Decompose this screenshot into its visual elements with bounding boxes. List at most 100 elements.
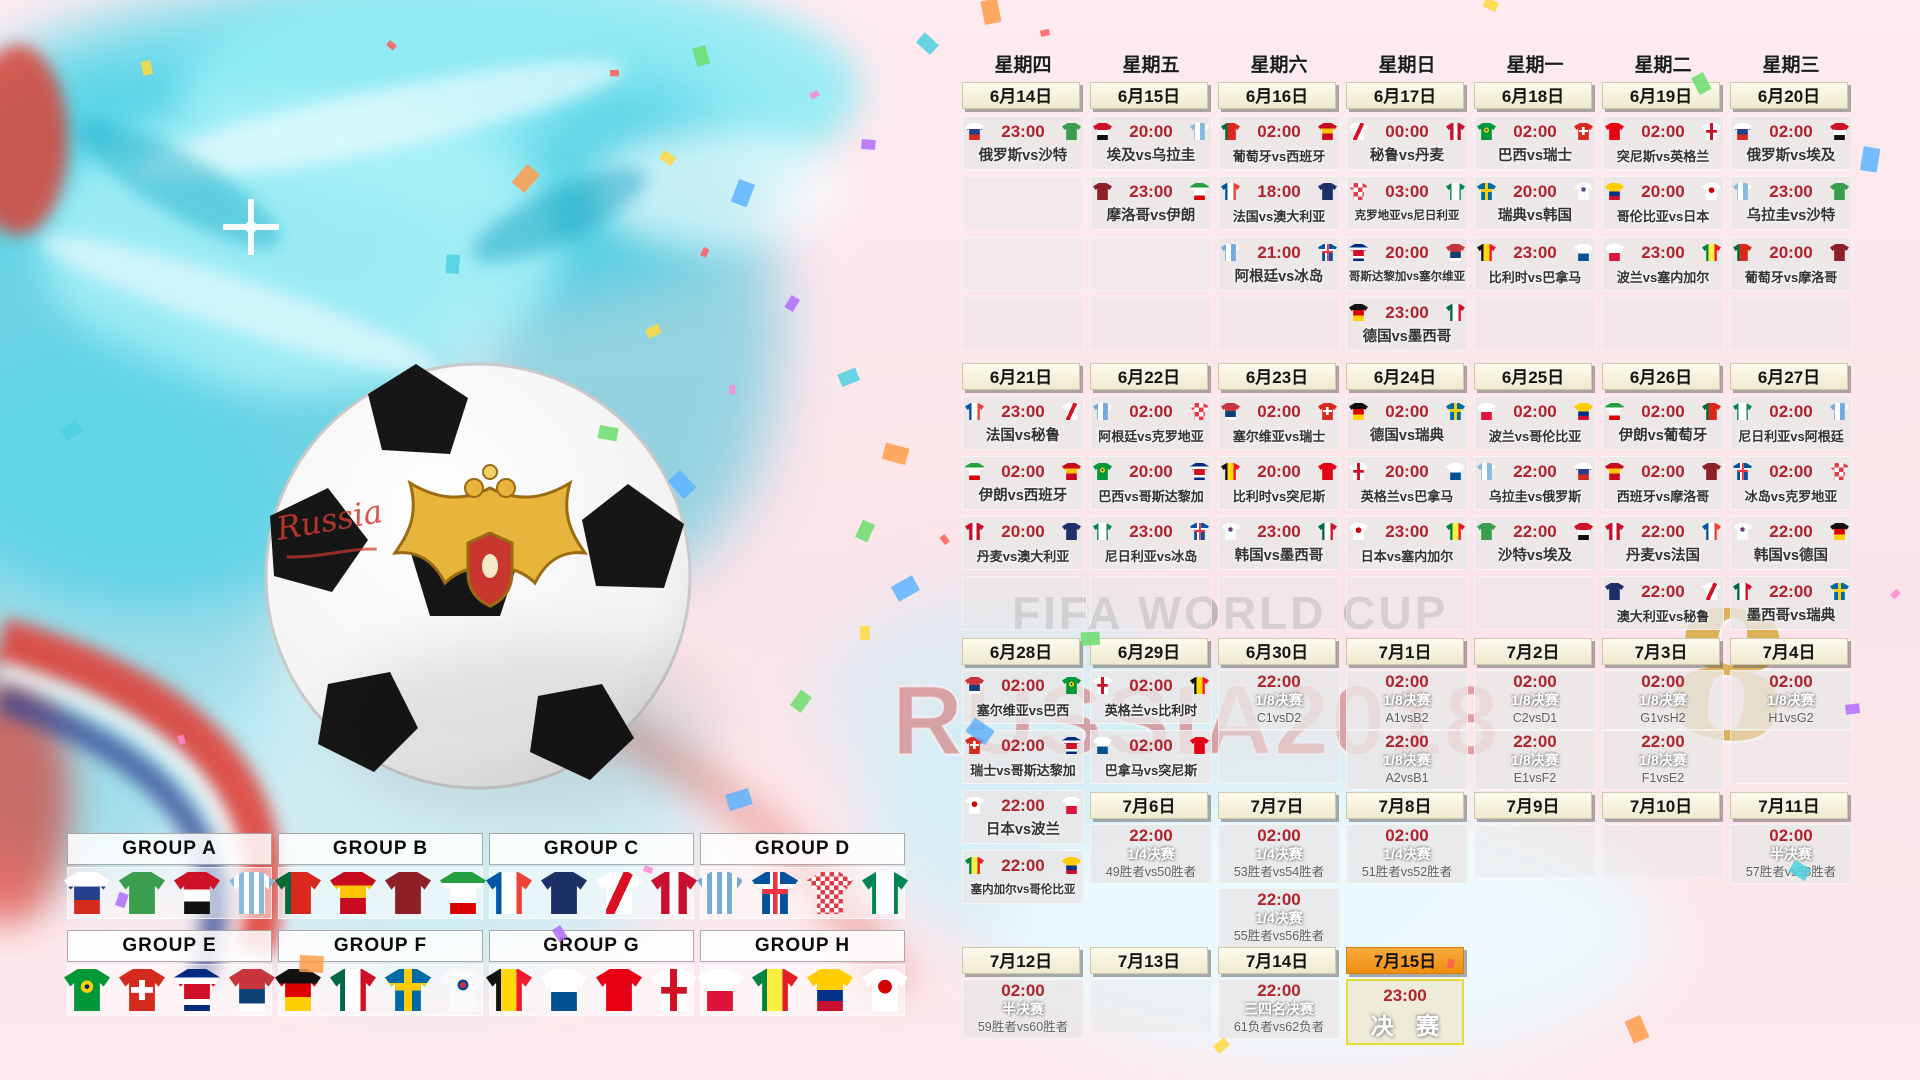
match-cell: 20:00 丹麦vs澳大利亚 [962,516,1084,570]
jersey-icon [965,857,984,874]
group-box: GROUP D [697,833,908,919]
match-time: 02:00 [1385,401,1429,421]
match-time: 20:00 [1385,242,1429,262]
date-cell: 6月28日 [962,638,1080,665]
match-time: 22:00 [1257,672,1301,691]
jersey-icon [119,969,165,1011]
jersey-icon [651,969,697,1011]
date-cell: 6月17日 [1346,82,1464,109]
stage-teams: 51胜者vs52胜者 [1361,865,1453,879]
jersey-icon [862,969,908,1011]
group-label: GROUP C [489,833,694,865]
jersey-icon [697,969,743,1011]
empty-cell [1474,297,1596,351]
jersey-icon [486,872,532,914]
match-cell: 02:00 德国vs瑞典 [1346,396,1468,450]
date-cell: 7月12日 [962,947,1080,974]
match-cell: 22:00 澳大利亚vs秘鲁 [1602,576,1724,630]
knockout-cell: 22:00 1/8决赛 E1vsF2 [1474,730,1596,790]
stage-label: 半决赛 [1770,846,1812,862]
jersey-icon [1477,183,1496,200]
empty-cell [962,576,1084,630]
knockout-cell: 02:00 1/4决赛 53胜者vs54胜者 [1218,824,1340,884]
stage-label: 三四名决赛 [1244,1001,1314,1017]
jersey-icon [174,872,220,914]
match-cell: 20:00 英格兰vs巴拿马 [1346,456,1468,510]
match-time: 22:00 [1513,732,1557,751]
match-time: 00:00 [1385,121,1429,141]
stage-label: 1/4决赛 [1383,846,1431,862]
match-time: 20:00 [1129,461,1173,481]
sparkle-icon [223,199,279,255]
knockout-cell: 22:00 1/8决赛 A2vsB1 [1346,730,1468,790]
empty-cell [1474,576,1596,630]
match-cell: 02:00 阿根廷vs克罗地亚 [1090,396,1212,450]
match-cell: 21:00 阿根廷vs冰岛 [1218,237,1340,291]
match-name: 埃及vs乌拉圭 [1106,148,1196,164]
jersey-icon [229,969,275,1011]
jersey-icon [1477,244,1496,261]
match-name: 尼日利亚vs阿根廷 [1738,429,1844,444]
jersey-icon [1702,403,1721,420]
jersey-icon [1830,123,1849,140]
jersey-icon [1446,123,1465,140]
empty-cell [962,297,1084,351]
jersey-icon [752,872,798,914]
jersey-icon [330,969,376,1011]
stage-label: 1/4决赛 [1127,846,1175,862]
group-label: GROUP D [700,833,905,865]
jersey-icon [1349,304,1368,321]
jersey-icon [1221,123,1240,140]
date-cell: 7月14日 [1218,947,1336,974]
match-time: 22:00 [1641,521,1685,541]
empty-cell [1218,297,1340,351]
match-name: 哥斯达黎加vs塞尔维亚 [1348,271,1466,283]
match-name: 日本vs塞内加尔 [1360,549,1454,564]
match-name: 波兰vs塞内加尔 [1616,270,1710,285]
stage-label: 1/4决赛 [1255,846,1303,862]
stage-label: 半决赛 [1002,1001,1044,1017]
match-name: 韩国vs德国 [1753,548,1829,564]
match-name: 塞内加尔vs哥伦比亚 [970,884,1076,896]
jersey-icon [1221,183,1240,200]
empty-cell [1090,979,1212,1033]
match-time: 22:00 [1001,855,1045,875]
jersey-icon [1733,244,1752,261]
match-name: 伊朗vs西班牙 [978,488,1068,504]
match-name: 巴西vs瑞士 [1497,148,1573,164]
jersey-icon [596,872,642,914]
match-name: 韩国vs墨西哥 [1234,548,1324,564]
match-time: 23:00 [1001,121,1045,141]
jersey-icon [1093,463,1112,480]
match-time: 23:00 [1385,302,1429,322]
match-time: 02:00 [1385,672,1429,691]
match-name: 俄罗斯vs沙特 [978,148,1068,164]
date-cell: 6月23日 [1218,363,1336,390]
match-time: 02:00 [1001,735,1045,755]
empty-cell [1090,576,1212,630]
match-time: 02:00 [1001,461,1045,481]
match-cell: 20:00 比利时vs突尼斯 [1218,456,1340,510]
empty-cell [1218,730,1340,784]
jersey-icon [697,872,743,914]
jersey-icon [1062,857,1081,874]
stage-teams: 61负者vs62负者 [1233,1020,1325,1034]
jersey-icon [1062,797,1081,814]
date-cell-final-day: 7月15日 [1346,947,1464,974]
match-name: 乌拉圭vs俄罗斯 [1488,489,1582,504]
jersey-icon [1702,123,1721,140]
jersey-icon [1349,523,1368,540]
jersey-icon [1093,677,1112,694]
match-time: 22:00 [1001,795,1045,815]
jersey-icon [651,872,697,914]
jersey-icon [1830,183,1849,200]
knockout-cell: 02:00 1/8决赛 H1vsG2 [1730,670,1852,730]
jersey-icon [807,872,853,914]
match-name: 乌拉圭vs沙特 [1746,208,1836,224]
match-name: 突尼斯vs英格兰 [1616,149,1710,164]
jersey-icon [1093,737,1112,754]
jersey-icon [1062,737,1081,754]
group-jerseys [486,867,697,919]
jersey-icon [1318,183,1337,200]
group-label: GROUP A [67,833,272,865]
